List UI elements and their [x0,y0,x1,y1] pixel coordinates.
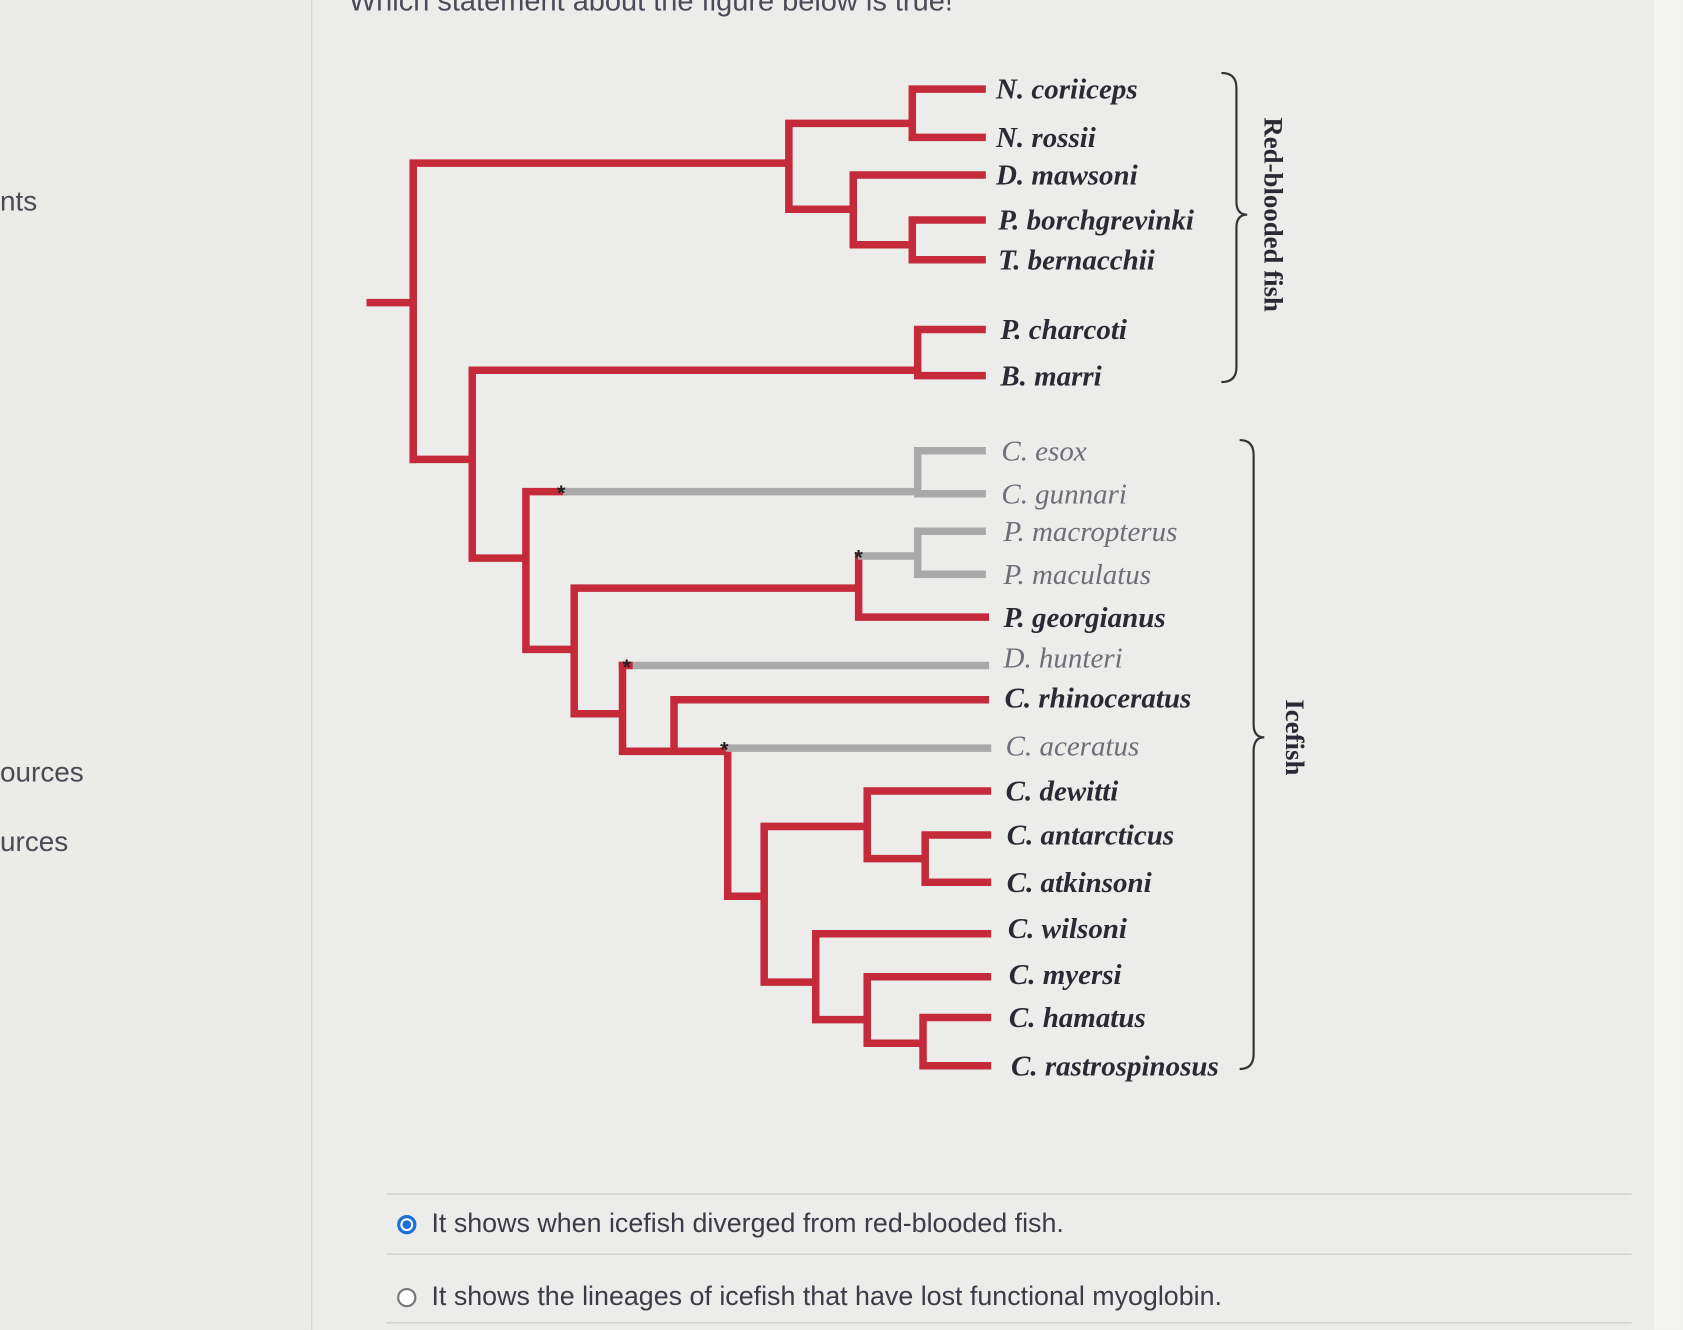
marker-star: * [720,738,729,762]
answer-option-1[interactable]: It shows when icefish diverged from red-… [397,1209,1064,1240]
option-label: It shows when icefish diverged from red-… [431,1208,1064,1239]
red-blooded-brace [1221,71,1248,384]
sidebar-item[interactable]: ources [0,755,84,788]
leaf-label: C. myersi [1009,959,1122,991]
marker-star: * [854,546,863,570]
branch [409,325,992,1070]
option-label: It shows the lineages of icefish that ha… [431,1281,1223,1312]
leaf-label: P. macropterus [1003,516,1178,548]
leaf-label: N. rossii [995,122,1096,154]
question-text: Which statement about the figure below i… [348,0,953,18]
sidebar: nts ources urces [0,0,313,1330]
leaf-label: N. coriiceps [995,74,1138,106]
divider [386,1322,1632,1324]
sidebar-item[interactable]: nts [0,184,38,217]
branch [366,85,986,464]
leaf-label: P. borchgrevinki [997,205,1194,237]
group-label-icefish: Icefish [1280,699,1310,775]
radio-button[interactable] [397,1287,417,1307]
icefish-brace [1239,438,1265,1071]
branch-lost-myoglobin [562,447,992,752]
leaf-label: P. georgianus [1003,602,1166,634]
leaf-label: P. charcoti [999,314,1127,346]
right-edge [1653,0,1683,1330]
leaf-label: C. dewitti [1006,776,1119,808]
leaf-label: C. esox [1001,435,1086,467]
leaf-label: B. marri [999,360,1101,392]
tree-branches [366,85,992,1070]
leaf-label: C. hamatus [1009,1002,1146,1034]
leaf-label: D. hunteri [1003,643,1123,675]
answer-option-2[interactable]: It shows the lineages of icefish that ha… [397,1282,1222,1313]
marker-star: * [557,481,566,505]
leaf-labels: N. coriiceps N. rossii D. mawsoni P. borchg… [995,74,1219,1083]
leaf-label: C. aceratus [1006,731,1140,763]
leaf-label: C. rhinoceratus [1005,682,1192,714]
leaf-label: C. wilsoni [1008,913,1127,945]
divider [386,1193,1632,1195]
leaf-label: D. mawsoni [995,160,1138,192]
group-label-red-blooded: Red-blooded fish [1258,117,1288,312]
radio-button-selected[interactable] [397,1214,417,1234]
leaf-label: C. rastrospinosus [1011,1050,1219,1082]
leaf-label: C. antarcticus [1007,820,1174,852]
sidebar-item[interactable]: urces [0,825,69,858]
phylogenetic-tree: * * * * N. coriiceps N. rossii D. mawsoni P… [366,71,1310,1083]
leaf-label: P. maculatus [1003,559,1152,591]
leaf-label: C. atkinsoni [1007,867,1152,899]
divider [386,1253,1632,1255]
marker-star: * [623,655,632,679]
leaf-label: C. gunnari [1001,478,1127,510]
leaf-label: T. bernacchii [998,244,1155,276]
